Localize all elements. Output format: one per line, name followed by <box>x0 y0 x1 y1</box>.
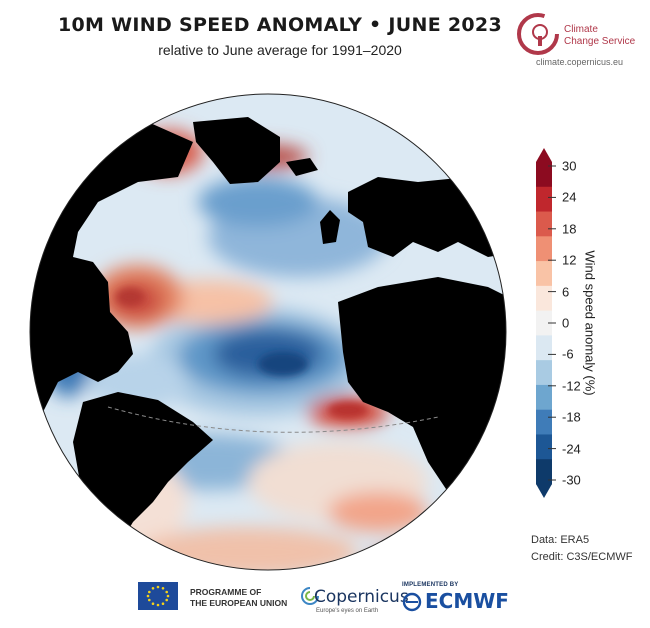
copernicus-name: Copernicus <box>314 587 409 607</box>
data-credit: Credit: C3S/ECMWF <box>531 551 633 563</box>
map-subtitle: relative to June average for 1991–2020 <box>158 42 402 58</box>
colorbar-tick-label: 30 <box>562 158 577 174</box>
colorbar-segment <box>536 261 552 287</box>
colorbar-segment <box>536 310 552 336</box>
colorbar-tick-label: -24 <box>562 441 581 457</box>
ecmwf-globe-icon <box>402 592 422 612</box>
c3s-name-line1: Climate <box>564 24 598 35</box>
colorbar-segment <box>536 335 552 361</box>
colorbar-segment <box>536 434 552 460</box>
colorbar-tick-label: -6 <box>562 346 574 362</box>
iceland-landmass <box>286 158 318 176</box>
implemented-by-label: IMPLEMENTED BY <box>402 582 459 588</box>
ecmwf-name: ECMWF <box>425 589 509 613</box>
colorbar-scale <box>536 148 556 498</box>
colorbar: 30 24 18 12 6 0 -6 -12 -18 -24 -30 <box>536 148 616 498</box>
map-title: 10M WIND SPEED ANOMALY • JUNE 2023 <box>58 14 502 36</box>
ecmwf-logo: IMPLEMENTED BY ECMWF <box>402 578 532 618</box>
colorbar-max-arrow <box>536 148 552 162</box>
colorbar-segment <box>536 384 552 411</box>
globe-outline <box>29 93 507 571</box>
c3s-name-line2: Change Service <box>564 36 636 47</box>
europe-landmass <box>348 172 506 257</box>
c3s-url-link[interactable]: climate.copernicus.eu <box>536 57 624 67</box>
eu-flag-icon <box>138 582 178 610</box>
colorbar-segment <box>536 186 552 213</box>
globe-map <box>29 93 507 571</box>
copernicus-logo: Copernicus Europe's eyes on Earth <box>300 578 409 618</box>
colorbar-tick-label: -18 <box>562 409 581 425</box>
c3s-logo[interactable]: Climate Change Service <box>516 12 646 72</box>
colorbar-tick-label: 18 <box>562 221 577 237</box>
colorbar-segment <box>536 459 552 485</box>
copernicus-swirl-icon <box>301 587 319 605</box>
british-isles-landmass <box>320 210 340 244</box>
copernicus-tagline: Europe's eyes on Earth <box>316 608 379 614</box>
colorbar-segment <box>536 162 552 188</box>
colorbar-tick-label: -30 <box>562 472 581 488</box>
colorbar-segment <box>536 409 552 435</box>
data-source: Data: ERA5 <box>531 534 590 546</box>
colorbar-min-arrow <box>536 484 552 498</box>
colorbar-segment <box>536 211 552 237</box>
eu-programme-line2: THE EUROPEAN UNION <box>190 598 288 608</box>
colorbar-tick-label: 0 <box>562 315 570 331</box>
c3s-emblem-icon <box>517 13 559 55</box>
colorbar-segment <box>536 285 552 312</box>
greenland-landmass <box>193 117 280 184</box>
colorbar-tick-label: 12 <box>562 252 577 268</box>
colorbar-title: Wind speed anomaly (%) <box>582 250 598 396</box>
colorbar-tick-label: -12 <box>562 378 581 394</box>
colorbar-tick-label: 6 <box>562 284 570 300</box>
colorbar-segment <box>536 360 552 386</box>
equator-line <box>107 406 439 433</box>
colorbar-tick-label: 24 <box>562 189 577 205</box>
colorbar-segment <box>536 236 552 262</box>
eu-programme-line1: PROGRAMME OF <box>190 587 262 597</box>
